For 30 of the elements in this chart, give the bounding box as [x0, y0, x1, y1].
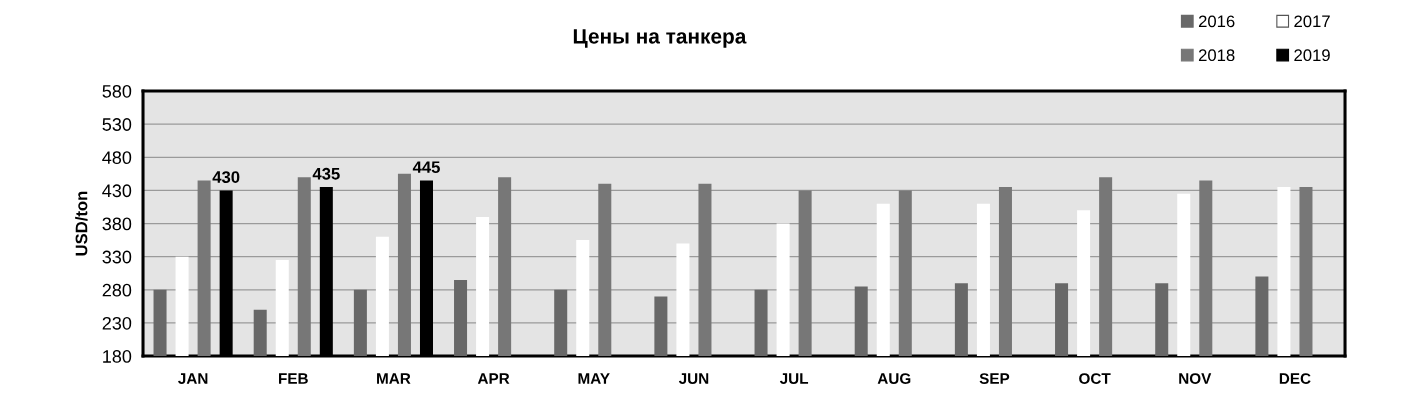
- x-tick-label: NOV: [1179, 373, 1212, 384]
- legend-label: 2016: [1198, 15, 1235, 28]
- data-label: 430: [212, 171, 240, 183]
- x-tick-label: JAN: [178, 373, 208, 384]
- x-tick-label: DEC: [1279, 373, 1311, 384]
- x-tick-label: APR: [477, 373, 510, 384]
- y-tick-label: 580: [102, 84, 132, 98]
- legend-label: 2019: [1294, 49, 1330, 62]
- legend-label: 2017: [1294, 15, 1330, 28]
- x-tick-label: SEP: [979, 373, 1010, 384]
- y-tick-label: 330: [102, 250, 132, 264]
- x-tick-label: JUL: [779, 373, 809, 384]
- y-tick-label: 280: [102, 283, 132, 297]
- data-label: 435: [312, 167, 340, 180]
- y-tick-label: 180: [103, 350, 132, 363]
- data-label: 445: [412, 161, 440, 174]
- x-tick-label: AUG: [877, 373, 911, 384]
- x-tick-label: OCT: [1079, 373, 1111, 384]
- y-tick-label: 430: [102, 184, 132, 198]
- y-tick-label: 530: [102, 118, 132, 131]
- x-tick-label: FEB: [279, 373, 308, 384]
- x-tick-label: MAY: [578, 373, 610, 384]
- x-tick-label: JUN: [678, 373, 709, 384]
- y-axis-title: USD/ton: [75, 191, 88, 256]
- legend-label: 2018: [1198, 49, 1235, 62]
- y-tick-label: 230: [102, 316, 132, 330]
- y-tick-label: 380: [102, 217, 132, 231]
- y-tick-label: 480: [102, 151, 132, 165]
- chart-title: Цены на танкера: [573, 29, 747, 48]
- x-tick-label: MAR: [377, 373, 411, 384]
